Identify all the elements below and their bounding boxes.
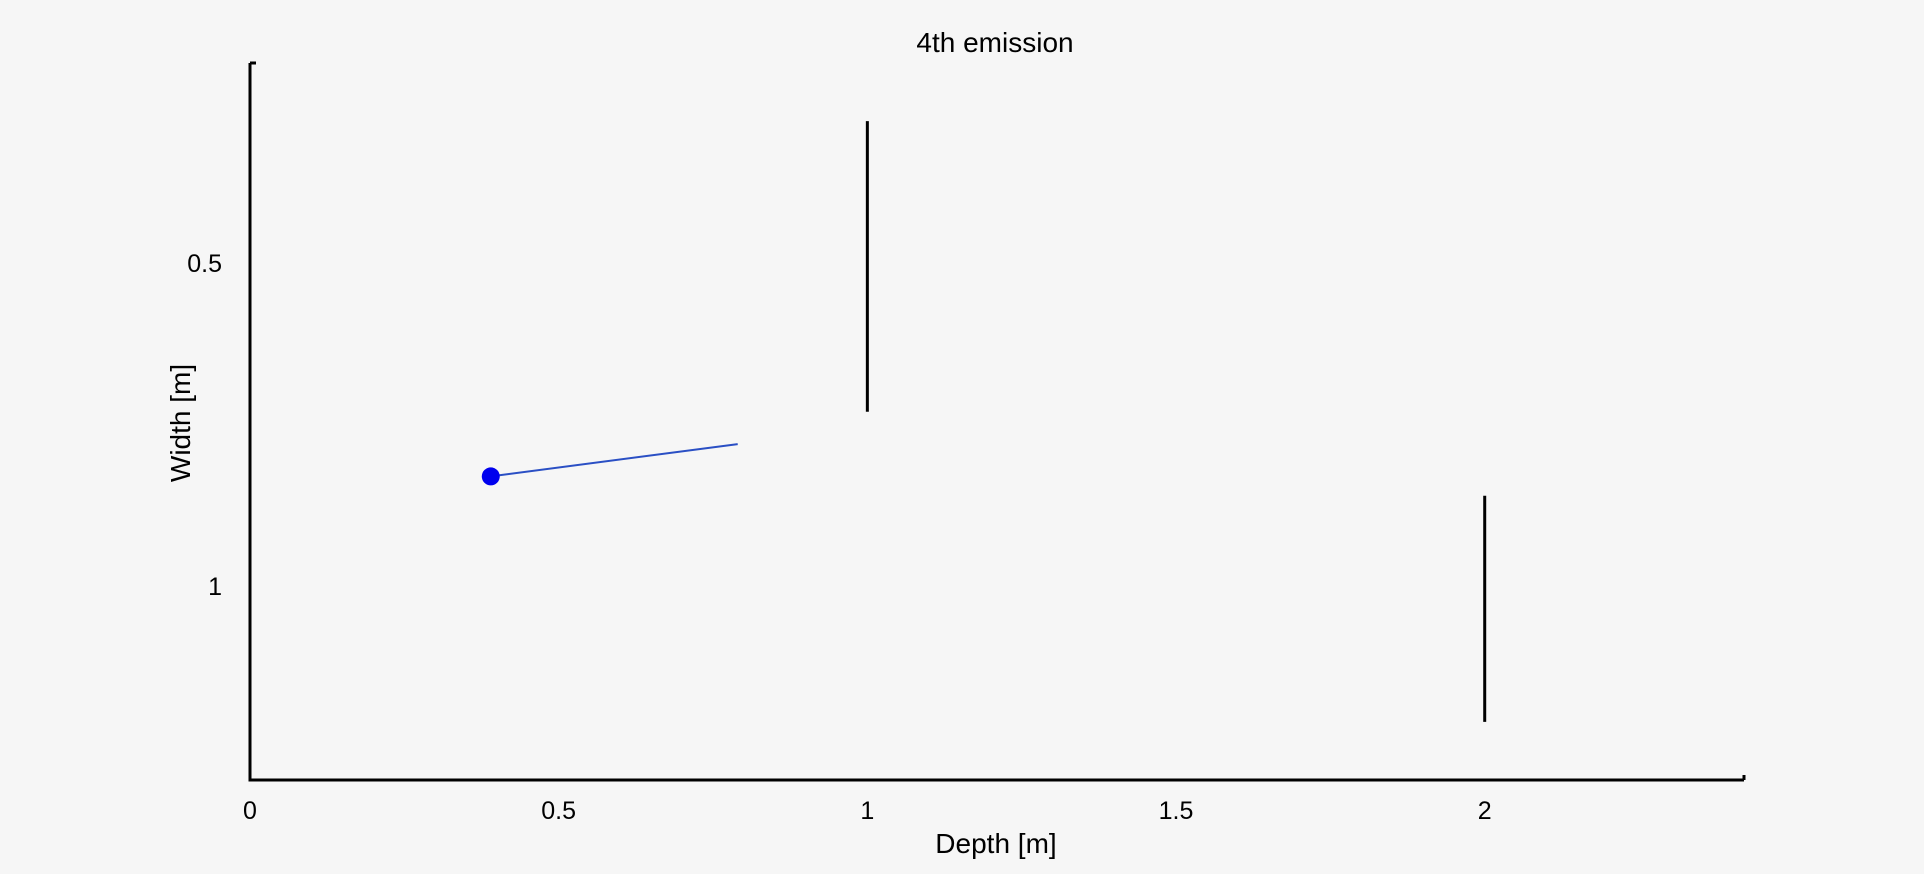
x-tick-label: 1.5 xyxy=(1159,797,1194,825)
y-tick-label: 1 xyxy=(208,573,222,601)
y-tick-labels: 0.51 xyxy=(187,250,222,601)
y-axis-label: Width [m] xyxy=(165,364,196,482)
emission-ray xyxy=(490,443,738,478)
x-tick-label: 2 xyxy=(1478,797,1492,825)
plot-area xyxy=(481,121,1487,722)
axes xyxy=(248,61,1746,782)
source-point xyxy=(481,467,500,486)
x-axis-label: Depth [m] xyxy=(935,828,1056,859)
y-tick-label: 0.5 xyxy=(187,250,222,278)
x-tick-label: 1 xyxy=(860,797,874,825)
x-tick-label: 0.5 xyxy=(541,797,576,825)
chart-title: 4th emission xyxy=(916,27,1073,58)
x-tick-label: 0 xyxy=(243,797,257,825)
x-tick-labels: 0 0.5 1 1.5 2 xyxy=(243,797,1492,825)
